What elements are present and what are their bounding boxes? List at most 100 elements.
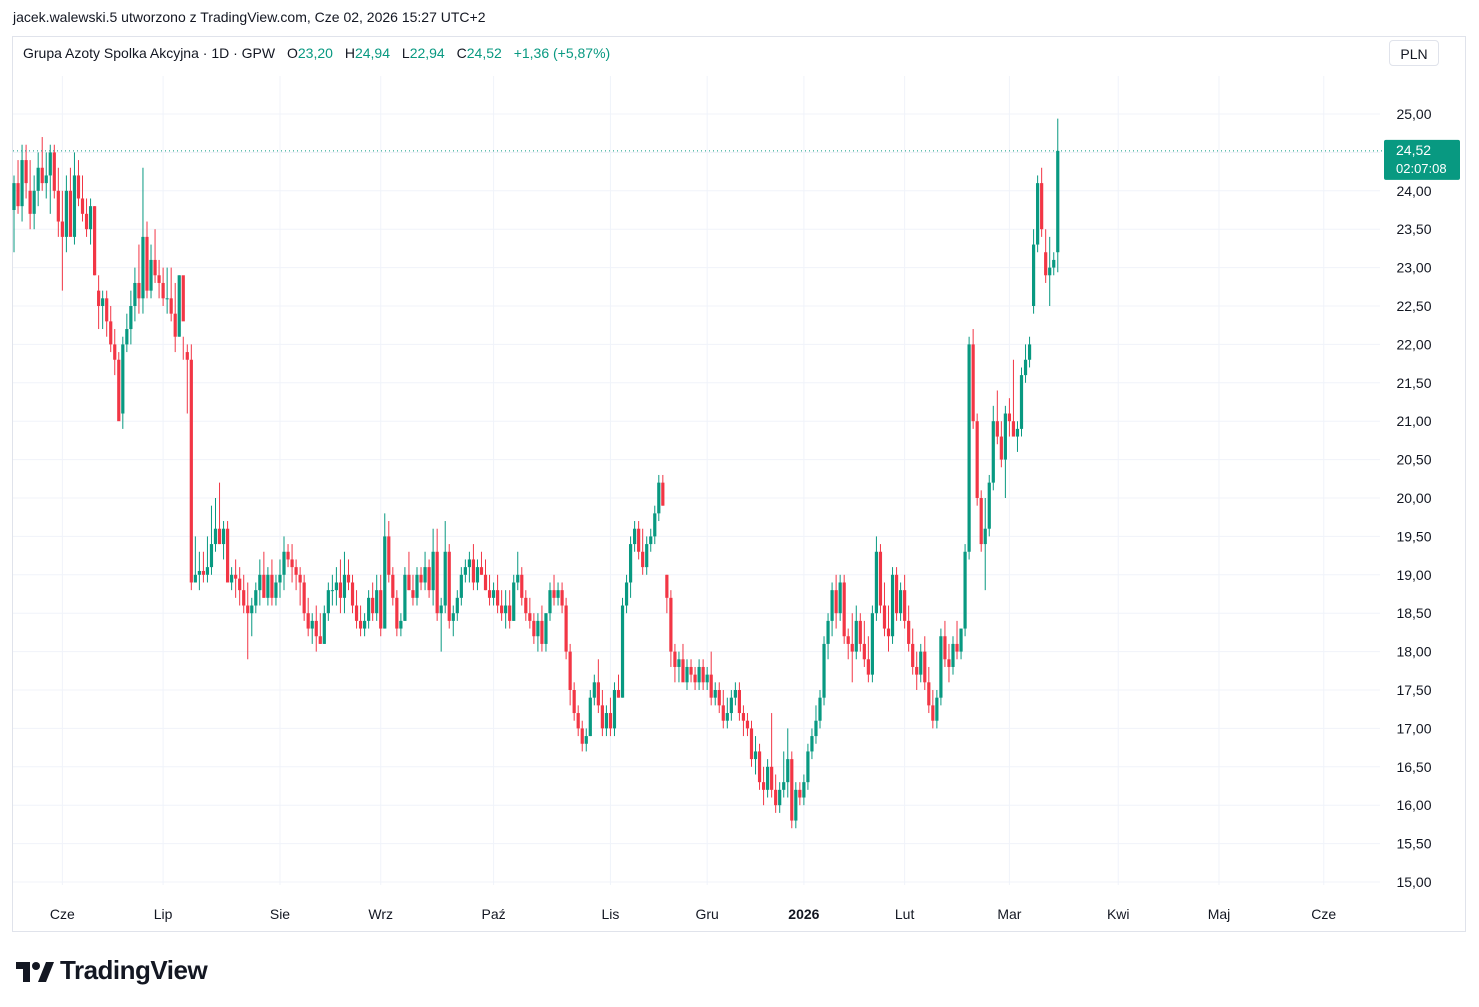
candle-body	[346, 574, 351, 583]
candle	[101, 290, 105, 330]
candle-body	[584, 736, 588, 744]
candle-body	[947, 659, 951, 667]
candle	[794, 782, 798, 829]
candle	[572, 682, 576, 721]
candle-body	[834, 590, 838, 614]
candle	[878, 544, 883, 614]
candle	[24, 144, 28, 199]
candle-body	[556, 590, 560, 598]
candle-body	[399, 620, 403, 629]
candle-body	[342, 574, 347, 598]
x-tick-label: Maj	[1208, 906, 1231, 922]
candle	[306, 597, 310, 637]
x-tick-label: Lut	[895, 906, 915, 922]
candle-body	[633, 528, 637, 545]
candle-body	[536, 620, 540, 637]
candle-body	[741, 713, 746, 721]
candle-body	[564, 605, 568, 652]
symbol-name[interactable]: Grupa Azoty Spolka Akcyjna · 1D · GPW	[23, 45, 276, 61]
candle	[286, 544, 290, 568]
candle	[318, 613, 322, 644]
candle	[270, 559, 274, 606]
candle	[741, 705, 746, 737]
candle-body	[915, 666, 919, 675]
candle	[600, 690, 604, 737]
candle	[487, 574, 492, 606]
candle	[737, 682, 741, 721]
candle-body	[76, 175, 81, 199]
candle	[987, 474, 991, 537]
candle	[528, 597, 532, 629]
candle	[459, 567, 463, 606]
candle	[810, 728, 814, 760]
candle	[258, 559, 262, 606]
candle	[588, 690, 592, 737]
candle	[890, 567, 895, 644]
candle-body	[338, 582, 343, 598]
candle	[290, 544, 294, 583]
candle	[93, 206, 97, 276]
candle-body	[270, 574, 274, 598]
y-tick-label: 24,00	[1396, 183, 1431, 199]
y-tick-label: 22,50	[1396, 298, 1431, 314]
candle-body	[1052, 259, 1056, 268]
candle-body	[101, 298, 105, 306]
candle-body	[225, 528, 230, 583]
candle-body	[657, 482, 661, 514]
candle	[443, 521, 447, 614]
candle	[661, 474, 665, 506]
candle	[322, 605, 326, 644]
tradingview-logo[interactable]: TradingView	[16, 955, 208, 986]
candle-body	[403, 574, 407, 621]
candle	[689, 659, 693, 683]
candle	[1052, 252, 1056, 276]
candle-body	[991, 421, 995, 483]
candle-body	[451, 613, 455, 621]
price-axis: 15,00 15,50 16,00 16,50 17,00 17,50 18,00 18,50…	[1396, 106, 1431, 890]
candle	[757, 743, 762, 790]
candle	[870, 605, 874, 683]
candle	[624, 574, 629, 614]
candle	[209, 505, 214, 575]
candle	[109, 306, 113, 353]
candle-body	[1031, 244, 1036, 306]
candle	[983, 498, 987, 591]
candle	[383, 513, 387, 629]
candle-body	[1003, 413, 1007, 460]
candle-body	[213, 528, 218, 545]
candle-body	[250, 605, 254, 614]
candle-body	[967, 344, 971, 552]
candle	[907, 605, 911, 652]
candle	[1003, 405, 1007, 498]
x-tick-label: Lis	[601, 906, 619, 922]
candle	[967, 336, 971, 560]
candle	[84, 198, 89, 237]
y-tick-label: 15,00	[1396, 874, 1431, 890]
candle-body	[697, 666, 701, 683]
candle	[60, 190, 64, 291]
candle	[858, 613, 862, 652]
candle-body	[508, 605, 512, 621]
candle-body	[943, 636, 947, 660]
candle-body	[93, 206, 97, 276]
candle	[185, 344, 189, 414]
candle	[298, 567, 302, 606]
candle	[596, 659, 600, 714]
candle	[141, 167, 145, 314]
y-tick-label: 25,00	[1396, 106, 1431, 122]
candle-body	[1011, 421, 1016, 437]
candle-body	[899, 590, 903, 614]
candle	[508, 590, 512, 629]
candle-body	[608, 713, 613, 729]
candle-body	[238, 578, 242, 591]
candle	[1040, 167, 1044, 237]
candle-body	[185, 352, 189, 360]
candle	[899, 582, 903, 621]
candle-body	[818, 697, 822, 721]
candle	[28, 160, 32, 230]
candle	[1036, 175, 1040, 253]
candle	[423, 551, 427, 591]
currency-button[interactable]: PLN	[1389, 40, 1439, 66]
candle-body	[528, 613, 532, 621]
